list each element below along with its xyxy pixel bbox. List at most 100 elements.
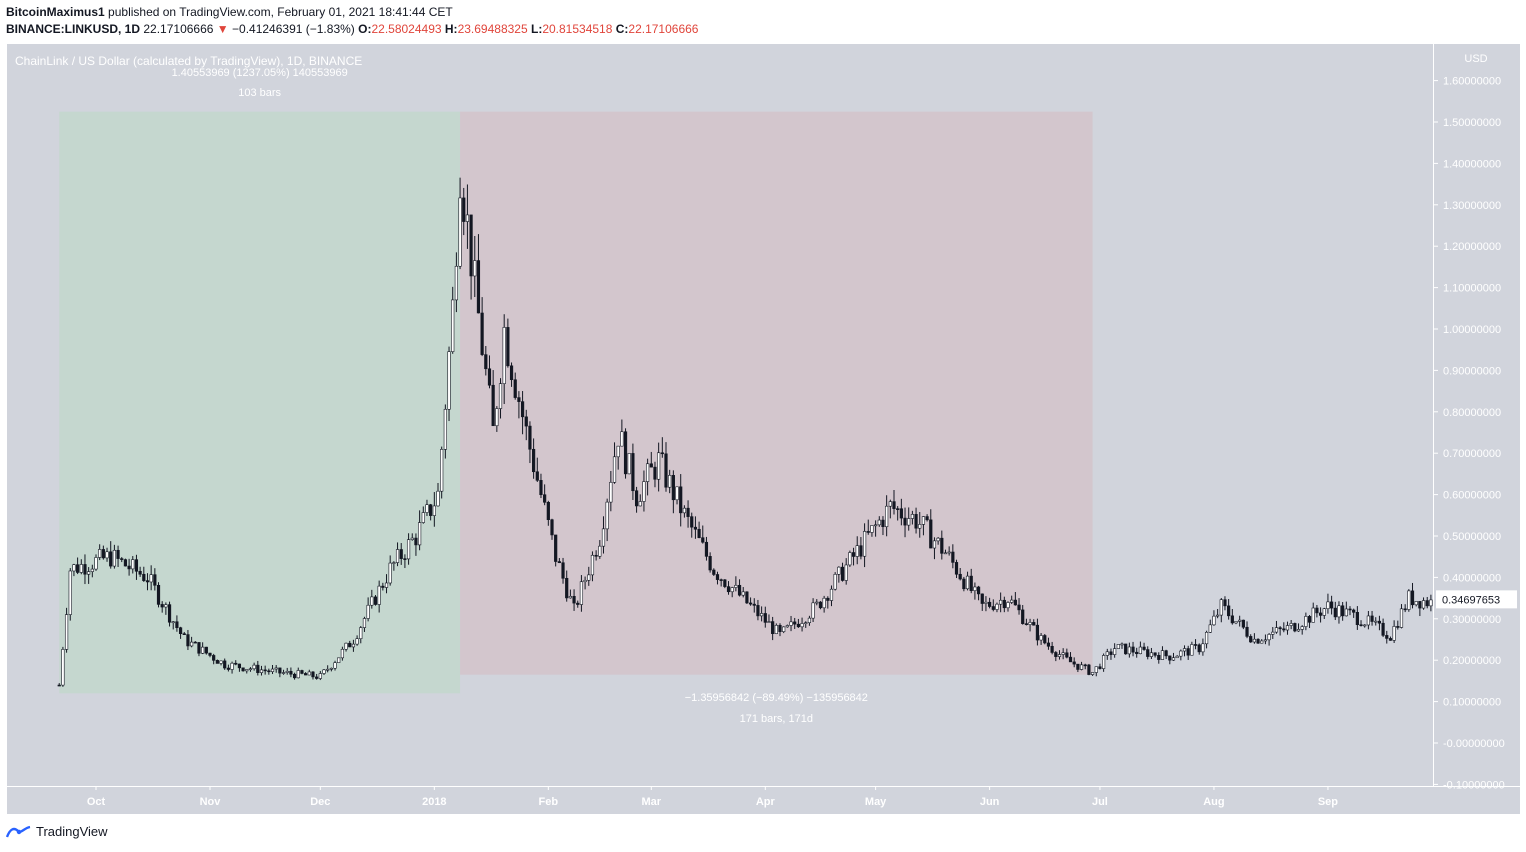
x-tick-label: May (865, 796, 887, 808)
candle-body (1013, 599, 1017, 606)
candle-body (109, 551, 113, 567)
close-value: 22.17106666 (628, 22, 699, 36)
candle-body (976, 586, 981, 595)
candle-body (1193, 644, 1198, 646)
candle-body (421, 512, 425, 523)
candle-body (822, 597, 826, 609)
close-label: C: (615, 22, 629, 36)
candle-body (432, 505, 436, 516)
candle-body (682, 507, 686, 514)
candle-body (318, 673, 322, 679)
candle-body (1344, 608, 1348, 617)
candle-body (230, 662, 234, 670)
x-tick-label: Jul (1092, 796, 1108, 808)
candle-body (796, 623, 800, 628)
candle-body (259, 669, 264, 673)
candle-body (1311, 607, 1315, 623)
candle-body (1278, 627, 1282, 630)
x-tick-label: Jun (980, 796, 1000, 808)
candle-body (1241, 619, 1245, 628)
candle-body (789, 621, 793, 626)
candle-body (671, 475, 675, 501)
candle-body (576, 602, 580, 605)
fall-range-bars-label: 171 bars, 171d (740, 713, 813, 725)
fall-range-zone (460, 111, 1093, 675)
candle-body (465, 214, 470, 222)
candle-body (546, 501, 550, 521)
candle-body (991, 606, 995, 610)
y-tick-label: -0.00000000 (1443, 738, 1505, 750)
candle-body (90, 568, 94, 572)
candle-body (223, 660, 227, 669)
candle-body (57, 684, 61, 687)
candle-body (675, 486, 679, 501)
candle-body (384, 582, 389, 588)
candle-body (760, 613, 764, 617)
candle-body (226, 667, 230, 670)
candle-body (1230, 615, 1234, 624)
candle-body (447, 351, 451, 410)
y-tick-label: 0.20000000 (1443, 655, 1501, 667)
candle-body (1381, 622, 1385, 636)
candle-body (885, 505, 889, 528)
candle-body (947, 551, 951, 554)
candle-body (1366, 615, 1370, 626)
candle-body (1079, 664, 1084, 670)
candle-body (719, 579, 723, 581)
candle-body (1263, 639, 1268, 642)
candle-body (1370, 615, 1374, 622)
candle-body (704, 541, 709, 557)
candle-body (627, 453, 631, 475)
candle-body (804, 622, 808, 625)
candle-body (64, 614, 69, 650)
candle-body (932, 540, 937, 549)
candle-body (1421, 600, 1426, 609)
candle-body (763, 613, 767, 623)
candle-body (848, 552, 852, 566)
candle-body (980, 593, 984, 604)
candle-body (1153, 652, 1157, 656)
candle-body (771, 621, 775, 634)
candle-body (392, 562, 396, 564)
candle-body (76, 564, 80, 573)
candle-body (999, 599, 1003, 605)
candle-body (605, 501, 609, 530)
candle-body (962, 578, 966, 590)
candle-body (679, 486, 683, 514)
candle-body (1227, 605, 1231, 617)
candle-body (476, 260, 481, 314)
candle-body (657, 452, 661, 480)
candle-body (748, 602, 753, 605)
candle-body (1131, 646, 1135, 653)
y-tick-label: 1.50000000 (1443, 117, 1501, 129)
author-name[interactable]: BitcoinMaximus1 (6, 5, 105, 19)
candle-body (660, 452, 664, 455)
x-tick-label: Apr (756, 796, 776, 808)
footer-brand[interactable]: TradingView (6, 824, 108, 839)
candle-body (590, 554, 595, 576)
candle-body (495, 408, 499, 427)
candle-body (506, 327, 510, 367)
y-tick-label: 1.60000000 (1443, 76, 1501, 88)
candle-body (818, 601, 823, 609)
candle-body (1385, 635, 1389, 639)
candle-body (807, 617, 812, 624)
candle-body (197, 642, 201, 654)
candle-body (156, 584, 161, 605)
candle-body (1388, 638, 1393, 641)
candle-body (429, 504, 433, 516)
candle-body (1116, 644, 1120, 649)
candle-body (535, 471, 539, 481)
candle-body (969, 575, 973, 591)
candle-body (1267, 634, 1271, 641)
candle-body (153, 574, 157, 586)
candle-body (1201, 643, 1205, 653)
candle-body (1256, 638, 1260, 644)
candle-body (1186, 648, 1190, 656)
last-price: 22.17106666 (143, 22, 214, 36)
candle-body (1352, 609, 1356, 613)
candle-body (502, 327, 506, 384)
candle-body (395, 549, 400, 563)
candle-body (296, 670, 300, 679)
